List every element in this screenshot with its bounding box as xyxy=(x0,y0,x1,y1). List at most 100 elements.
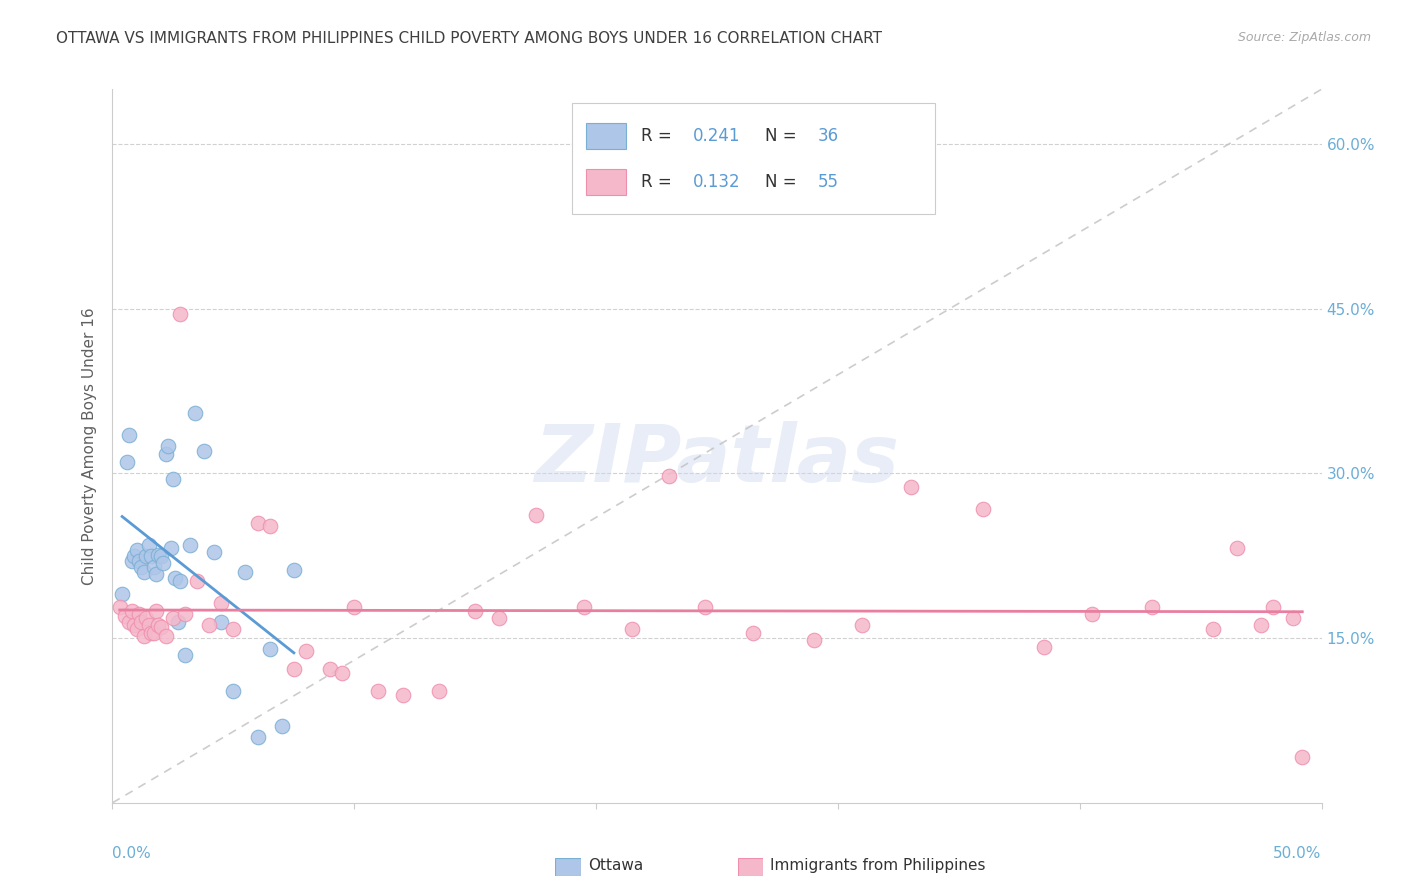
Point xyxy=(1142,600,1164,615)
Point xyxy=(209,596,232,610)
Text: N =: N = xyxy=(765,173,803,191)
Point xyxy=(1081,607,1104,621)
Point xyxy=(283,662,305,676)
Point xyxy=(803,633,825,648)
Point xyxy=(1281,611,1303,625)
Point xyxy=(202,545,225,559)
Point xyxy=(319,662,342,676)
Point xyxy=(121,554,143,568)
Point xyxy=(141,549,163,563)
Point xyxy=(900,480,922,494)
Point xyxy=(193,444,215,458)
Point xyxy=(166,615,188,629)
Point xyxy=(162,611,184,625)
Point xyxy=(122,549,145,563)
Point xyxy=(186,574,208,588)
Point xyxy=(235,566,257,580)
Text: 55: 55 xyxy=(817,173,838,191)
Text: 0.241: 0.241 xyxy=(693,127,741,145)
Point xyxy=(621,623,644,637)
Text: 50.0%: 50.0% xyxy=(1274,846,1322,861)
Point xyxy=(343,600,366,615)
Y-axis label: Child Poverty Among Boys Under 16: Child Poverty Among Boys Under 16 xyxy=(82,307,97,585)
Point xyxy=(128,607,150,621)
Point xyxy=(693,600,716,615)
Point xyxy=(135,549,157,563)
FancyBboxPatch shape xyxy=(586,169,627,195)
Point xyxy=(1250,618,1272,632)
Point xyxy=(149,549,172,563)
Point xyxy=(132,566,155,580)
Point xyxy=(145,604,167,618)
Point xyxy=(174,607,197,621)
Point xyxy=(162,472,184,486)
Point xyxy=(427,683,450,698)
Point xyxy=(391,688,413,702)
Point xyxy=(138,618,160,632)
Point xyxy=(159,541,181,555)
Text: R =: R = xyxy=(641,127,676,145)
Point xyxy=(148,618,170,632)
Point xyxy=(141,625,163,640)
Point xyxy=(295,644,318,658)
Point xyxy=(524,508,547,523)
Point xyxy=(125,623,148,637)
Point xyxy=(1291,749,1313,764)
Point xyxy=(135,611,157,625)
Point xyxy=(209,615,232,629)
Point xyxy=(114,609,136,624)
Point xyxy=(125,543,148,558)
Point xyxy=(111,587,134,601)
Point xyxy=(222,683,245,698)
Point xyxy=(1263,600,1285,615)
Point xyxy=(1032,640,1054,654)
Point xyxy=(851,618,873,632)
Point xyxy=(183,406,205,420)
Point xyxy=(972,501,994,516)
Point xyxy=(742,625,765,640)
Text: ZIPatlas: ZIPatlas xyxy=(534,421,900,500)
Text: 0.0%: 0.0% xyxy=(112,846,152,861)
Point xyxy=(169,574,191,588)
Point xyxy=(118,615,141,629)
Point xyxy=(367,683,389,698)
Point xyxy=(142,625,165,640)
Point xyxy=(118,428,141,442)
Point xyxy=(169,307,191,321)
Point xyxy=(131,559,153,574)
Point xyxy=(259,519,281,533)
Point xyxy=(145,567,167,582)
Point xyxy=(157,439,180,453)
Text: R =: R = xyxy=(641,173,676,191)
Point xyxy=(108,600,131,615)
Point xyxy=(330,666,353,681)
Text: Ottawa: Ottawa xyxy=(588,858,643,872)
Text: 36: 36 xyxy=(817,127,838,145)
Point xyxy=(246,730,269,744)
Point xyxy=(115,455,138,469)
Point xyxy=(179,538,201,552)
Text: OTTAWA VS IMMIGRANTS FROM PHILIPPINES CHILD POVERTY AMONG BOYS UNDER 16 CORRELAT: OTTAWA VS IMMIGRANTS FROM PHILIPPINES CH… xyxy=(56,31,882,46)
Point xyxy=(1202,623,1225,637)
Point xyxy=(198,618,221,632)
Point xyxy=(149,620,172,634)
Point xyxy=(174,648,197,662)
Point xyxy=(122,618,145,632)
Point xyxy=(155,447,177,461)
FancyBboxPatch shape xyxy=(572,103,935,214)
Point xyxy=(148,548,170,562)
Point xyxy=(128,554,150,568)
Text: Source: ZipAtlas.com: Source: ZipAtlas.com xyxy=(1237,31,1371,45)
Text: Immigrants from Philippines: Immigrants from Philippines xyxy=(770,858,986,872)
Point xyxy=(246,516,269,530)
FancyBboxPatch shape xyxy=(586,122,627,149)
Point xyxy=(259,642,281,657)
Point xyxy=(121,604,143,618)
Point xyxy=(142,559,165,574)
Point xyxy=(155,629,177,643)
Point xyxy=(152,557,174,571)
Point xyxy=(222,623,245,637)
Text: 0.132: 0.132 xyxy=(693,173,741,191)
Text: N =: N = xyxy=(765,127,803,145)
Point xyxy=(132,629,155,643)
